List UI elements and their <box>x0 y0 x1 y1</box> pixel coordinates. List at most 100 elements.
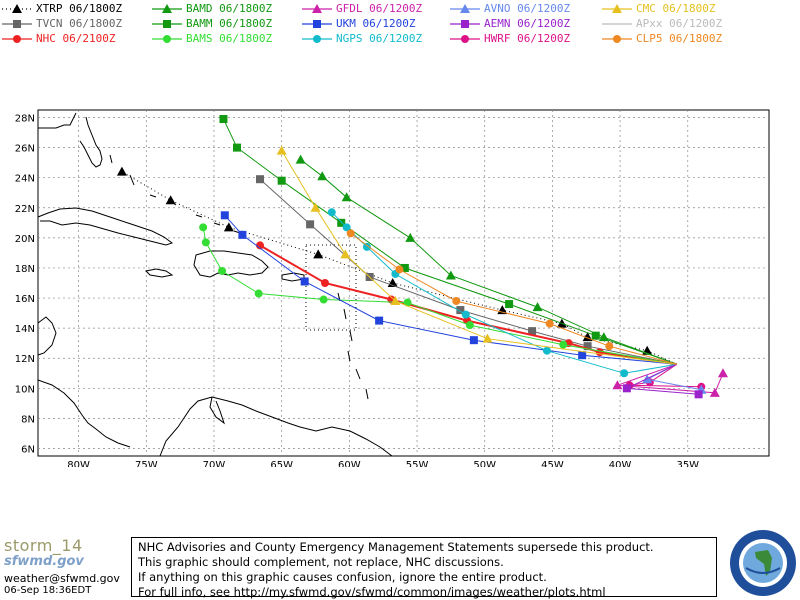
track-point <box>220 211 229 220</box>
lat-tick-label: 28N <box>15 114 35 125</box>
track-point <box>452 297 461 306</box>
track-point <box>295 154 306 164</box>
legend-label: BAMS 06/1800Z <box>186 32 273 45</box>
disclaimer-line: For full info, see http://my.sfwmd.gov/s… <box>138 585 606 599</box>
track-bams <box>199 223 677 365</box>
track-point <box>709 387 720 397</box>
disclaimer-line: If anything on this graphic causes confu… <box>138 570 547 584</box>
track-point <box>559 340 568 349</box>
track-clp5 <box>346 229 678 365</box>
lat-tick-label: 8N <box>21 414 35 425</box>
legend-marker-triangle <box>162 4 172 13</box>
track-point <box>598 332 609 342</box>
track-point <box>461 310 470 319</box>
track-point <box>317 171 328 181</box>
disclaimer-line: NHC Advisories and County Emergency Mana… <box>138 540 654 554</box>
legend-swatch <box>2 4 32 13</box>
track-point <box>465 321 474 330</box>
track-point <box>277 176 286 185</box>
lat-tick-label: 14N <box>15 324 35 335</box>
track-point <box>238 230 247 239</box>
lon-tick-label: 45W <box>541 460 564 467</box>
track-point <box>340 249 351 259</box>
legend-swatch <box>602 4 632 13</box>
track-ukm <box>220 211 677 365</box>
sfwmd-seal-logo <box>730 530 796 596</box>
legend-swatch <box>602 35 632 43</box>
disclaimer-box: NHC Advisories and County Emergency Mana… <box>131 537 717 599</box>
lat-tick-label: 6N <box>21 444 35 455</box>
track-point <box>620 369 629 378</box>
map-frame <box>37 109 770 457</box>
track-point <box>256 241 265 250</box>
legend-label: NHC 06/2100Z <box>36 32 116 45</box>
legend-label: GFDL 06/1200Z <box>336 2 423 15</box>
legend-marker-circle <box>13 35 21 43</box>
sfwmd-brand: sfwmd.gov <box>4 554 84 569</box>
track-line <box>223 118 678 365</box>
legend-item: BAMS 06/1800Z <box>152 32 302 46</box>
legend-swatch <box>302 35 332 43</box>
track-point <box>327 208 336 217</box>
track-point <box>320 279 329 287</box>
legend-marker-square <box>13 20 21 28</box>
forecast-tracks <box>116 115 728 399</box>
legend-swatch <box>450 20 480 28</box>
track-point <box>605 342 614 351</box>
track-point <box>319 295 328 304</box>
legend-label: APxx 06/1200Z <box>636 17 723 30</box>
track-point <box>201 238 210 247</box>
legend-label: XTRP 06/1800Z <box>36 2 123 15</box>
lon-tick-label: 40W <box>609 460 632 467</box>
lon-tick-label: 35W <box>676 460 699 467</box>
track-point <box>405 232 416 242</box>
track-point <box>254 289 263 298</box>
legend-label: NGPS 06/1200Z <box>336 32 423 45</box>
legend-label: BAMD 06/1800Z <box>186 2 273 15</box>
track-point <box>223 222 234 232</box>
track-point <box>528 327 537 336</box>
legend-item: AVNO 06/1200Z <box>450 2 600 16</box>
lon-tick-label: 50W <box>473 460 496 467</box>
legend-label: AEMN 06/1200Z <box>484 17 571 30</box>
legend-swatch <box>302 4 332 13</box>
track-point <box>694 390 703 399</box>
legend-marker-circle <box>613 35 621 43</box>
track-point <box>342 223 351 232</box>
legend-item: BAMD 06/1800Z <box>152 2 302 16</box>
track-line <box>281 150 677 365</box>
legend-label: TVCN 06/1800Z <box>36 17 123 30</box>
storm-name: storm_14 <box>4 536 83 555</box>
legend-item: TVCN 06/1800Z <box>2 17 152 31</box>
track-bamm <box>219 115 678 365</box>
lat-tick-label: 10N <box>15 384 35 395</box>
track-point <box>482 333 493 343</box>
track-point <box>306 220 315 229</box>
lat-tick-label: 22N <box>15 204 35 215</box>
track-point <box>622 384 631 393</box>
track-aemn <box>622 363 703 399</box>
track-line <box>629 363 702 388</box>
legend-swatch <box>2 35 32 43</box>
track-point <box>375 316 384 325</box>
legend-marker-triangle <box>12 4 22 13</box>
lon-tick-label: 70W <box>203 460 226 467</box>
lat-tick-label: 20N <box>15 234 35 245</box>
legend-swatch <box>152 35 182 43</box>
track-point <box>276 145 287 155</box>
lat-tick-label: 24N <box>15 174 35 185</box>
legend-item: HWRF 06/1200Z <box>450 32 600 46</box>
legend-swatch <box>152 4 182 13</box>
track-point <box>310 202 321 212</box>
track-point <box>532 302 543 312</box>
legend-item: NHC 06/2100Z <box>2 32 152 46</box>
track-point <box>591 331 600 340</box>
legend-item: CLP5 06/1800Z <box>602 32 752 46</box>
legend-marker-circle <box>461 35 469 43</box>
disclaimer-line: This graphic should complement, not repl… <box>138 555 504 569</box>
legend-swatch <box>152 20 182 28</box>
lat-tick-label: 26N <box>15 144 35 155</box>
lon-tick-label: 60W <box>338 460 361 467</box>
legend-item: UKM 06/1200Z <box>302 17 452 31</box>
track-point <box>116 166 127 176</box>
